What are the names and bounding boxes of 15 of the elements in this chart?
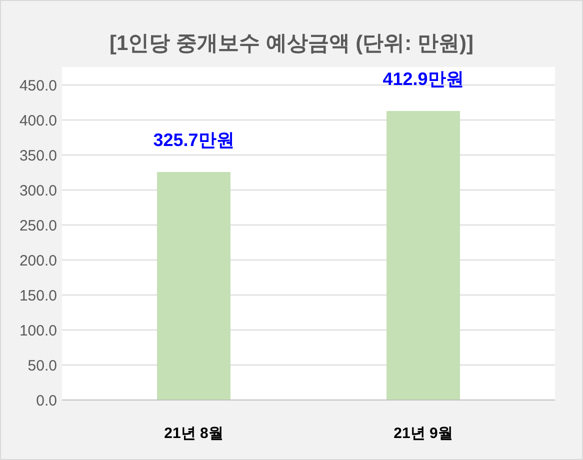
y-tick-label: 100.0 (19, 322, 57, 340)
y-tick-label: 350.0 (19, 147, 57, 164)
y-tick-label: 50.0 (28, 357, 57, 374)
y-tick-label: 250.0 (19, 217, 57, 234)
chart-title: [1인당 중개보수 예상금액 (단위: 만원)] (110, 32, 474, 55)
x-tick-label: 21년 8월 (164, 425, 224, 442)
y-tick-label: 200.0 (19, 252, 57, 270)
y-tick-label: 400.0 (19, 112, 57, 130)
x-tick-label: 21년 9월 (394, 425, 453, 442)
data-label: 412.9만원 (382, 68, 464, 89)
y-tick-label: 0.0 (36, 392, 57, 410)
y-tick-label: 150.0 (19, 287, 57, 304)
y-tick-label: 300.0 (19, 182, 57, 200)
y-tick-label: 450.0 (19, 77, 57, 94)
data-label: 325.7만원 (153, 130, 234, 150)
